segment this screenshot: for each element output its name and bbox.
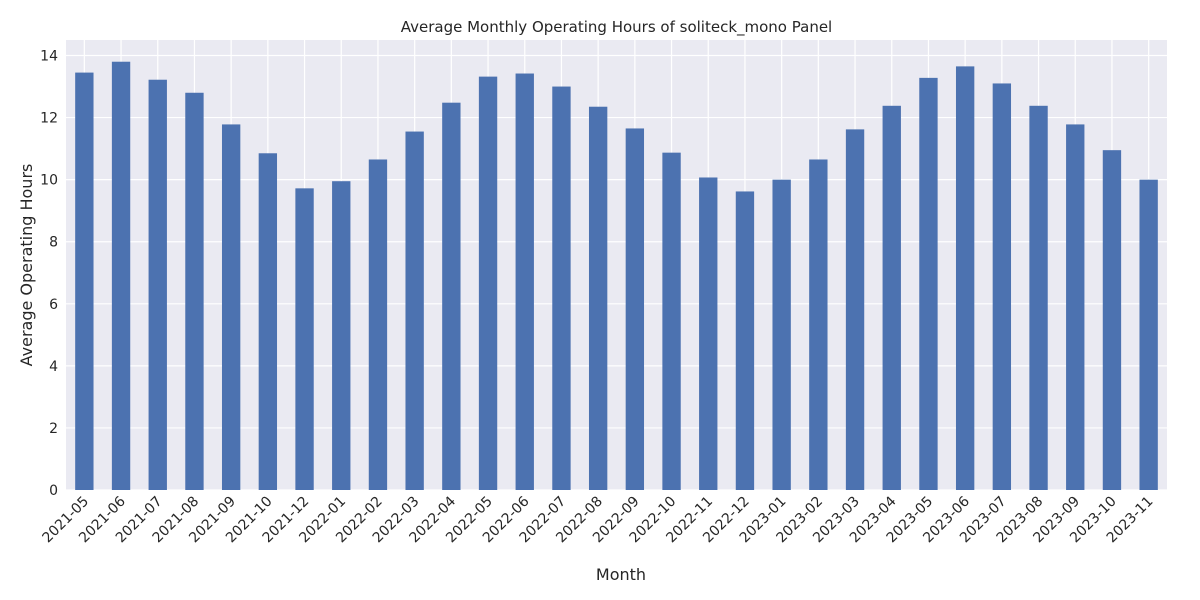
bar-2022-07 <box>552 86 571 490</box>
bar-2023-10 <box>1102 150 1122 490</box>
bar-2022-10 <box>662 152 681 491</box>
bar-2021-12 <box>295 188 314 490</box>
y-tick-label: 4 <box>49 359 58 375</box>
chart-title: Average Monthly Operating Hours of solit… <box>401 18 832 37</box>
bar-2021-07 <box>148 79 167 491</box>
bar-2023-08 <box>1029 105 1048 491</box>
bar-2023-07 <box>992 83 1012 490</box>
y-tick-label: 14 <box>40 49 58 65</box>
bar-2023-09 <box>1066 124 1085 491</box>
bar-2023-04 <box>882 105 901 491</box>
y-tick-label: 2 <box>49 421 58 437</box>
bar-2023-01 <box>772 179 791 491</box>
bar-2022-03 <box>405 131 424 490</box>
bar-2021-08 <box>185 92 204 491</box>
y-tick-label: 6 <box>49 297 58 313</box>
bar-2021-09 <box>221 124 241 491</box>
bar-2022-09 <box>625 128 645 490</box>
bar-2022-08 <box>588 106 608 491</box>
bars <box>75 61 1158 491</box>
bar-2022-04 <box>442 102 461 491</box>
bar-2023-02 <box>809 159 828 490</box>
y-tick-label: 12 <box>40 111 58 127</box>
bar-2023-03 <box>845 129 865 490</box>
y-axis-label: Average Operating Hours <box>17 164 36 367</box>
y-tick-label: 0 <box>49 483 58 499</box>
bar-2022-12 <box>735 191 755 490</box>
y-tick-label: 8 <box>49 235 58 251</box>
bar-2021-05 <box>75 72 94 490</box>
bar-2022-02 <box>368 159 388 490</box>
bar-2022-01 <box>332 181 351 490</box>
bar-2022-05 <box>478 76 498 490</box>
bar-2021-06 <box>111 61 131 491</box>
x-axis-label: Month <box>596 565 646 584</box>
plot-area <box>66 40 1167 490</box>
bar-2023-11 <box>1139 179 1158 491</box>
x-tick-labels: 2021-052021-062021-072021-082021-092021-… <box>39 493 1156 546</box>
bar-2022-06 <box>515 73 534 490</box>
bar-2022-11 <box>699 177 718 490</box>
y-tick-labels: 0 2 4 6 8 10 12 14 <box>40 49 58 499</box>
bar-2023-06 <box>955 66 975 491</box>
y-tick-label: 10 <box>40 173 58 189</box>
bar-2021-10 <box>258 153 278 490</box>
bar-2023-05 <box>919 77 938 491</box>
